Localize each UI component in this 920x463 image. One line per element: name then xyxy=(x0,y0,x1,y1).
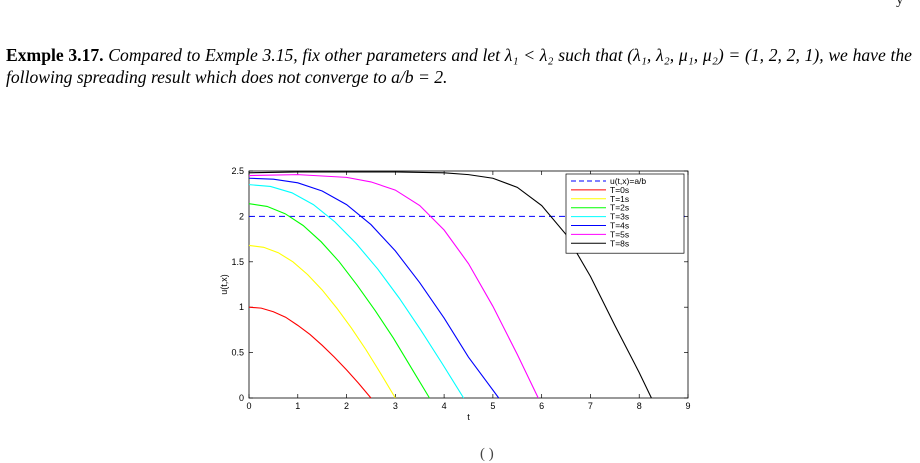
y-tick-label: 2.5 xyxy=(231,166,244,176)
y-tick-label: 0.5 xyxy=(231,348,244,358)
cut-off-text-fragment: y xyxy=(896,0,904,8)
legend-entry-label: T=1s xyxy=(610,194,629,204)
y-tick-label: 0 xyxy=(239,393,244,403)
series-line-t-3s xyxy=(248,184,465,399)
series-line-t-4s xyxy=(248,177,500,399)
y-tick-label: 2 xyxy=(239,211,244,221)
x-tick-label: 3 xyxy=(393,401,398,411)
previous-page-fragment: y xyxy=(0,0,920,14)
x-tick-label: 4 xyxy=(442,401,447,411)
y-tick-label: 1 xyxy=(239,302,244,312)
x-axis-label: t xyxy=(467,412,470,422)
x-tick-label: 0 xyxy=(246,401,251,411)
legend-entry-label: T=5s xyxy=(610,229,629,239)
x-tick-label: 7 xyxy=(588,401,593,411)
x-tick-label: 1 xyxy=(295,401,300,411)
legend-entry-label: T=2s xyxy=(610,203,629,213)
series-line-t-1s xyxy=(248,244,396,399)
x-tick-label: 8 xyxy=(637,401,642,411)
y-tick-label: 1.5 xyxy=(231,257,244,267)
series-line-t-5s xyxy=(248,174,539,399)
example-body: Compared to Exmple 3.15, fix other param… xyxy=(6,45,912,87)
x-tick-label: 2 xyxy=(344,401,349,411)
series-line-t-2s xyxy=(248,203,430,399)
legend-entry-label: T=3s xyxy=(610,212,629,222)
x-tick-label: 6 xyxy=(539,401,544,411)
series-line-t-8s xyxy=(248,171,652,399)
legend-entry-label: u(t,x)=a/b xyxy=(610,176,646,186)
y-axis-label: u(t,x) xyxy=(219,274,229,295)
x-tick-label: 5 xyxy=(490,401,495,411)
legend-entry-label: T=0s xyxy=(610,185,629,195)
legend-entry-label: T=8s xyxy=(610,238,629,248)
cut-off-caption-fragment: ( ) xyxy=(480,446,494,462)
example-heading: Exmple 3.17. xyxy=(6,45,104,65)
legend-entry-label: T=4s xyxy=(610,221,629,231)
example-paragraph: Exmple 3.17. Compared to Exmple 3.15, fi… xyxy=(6,44,912,88)
x-tick-label: 9 xyxy=(685,401,690,411)
legend-box xyxy=(565,173,685,254)
series-line-t-0s xyxy=(248,306,372,399)
